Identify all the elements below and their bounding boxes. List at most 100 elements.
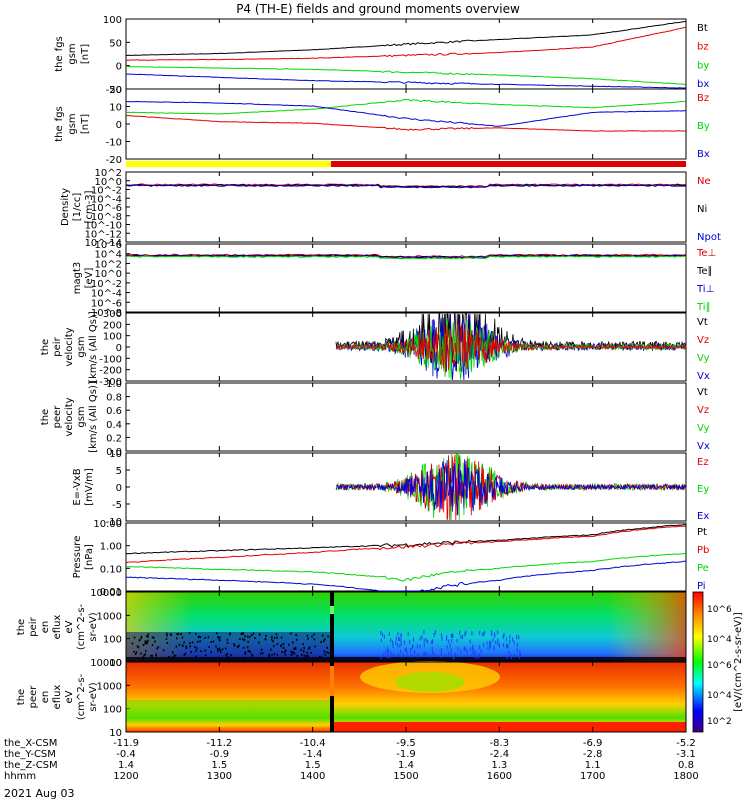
y-tick-label: -20 (106, 155, 122, 166)
spectrogram-pixel (474, 651, 476, 656)
orbit-value: 1500 (393, 771, 418, 782)
spectrogram-pixel (399, 643, 401, 648)
legend-entry: Vz (697, 405, 709, 416)
spectrogram-pixel (239, 638, 241, 640)
colorbar-tick: 10^4 (707, 635, 732, 645)
panel-ylabel: [eV] (84, 268, 95, 289)
time-axis (125, 19, 687, 732)
spectrogram-pixel (506, 655, 508, 660)
spectrogram-pixel (248, 636, 251, 638)
spectrogram-pixel (423, 638, 425, 643)
spectrogram-gap (330, 592, 334, 662)
spectrogram-pixel (320, 656, 323, 659)
spectrogram-pixel (310, 651, 312, 654)
spectrogram-pixel (146, 635, 148, 637)
spectrogram-pixel (497, 641, 499, 646)
y-tick-label: 10^-2 (91, 186, 122, 197)
series-line (335, 321, 687, 373)
spectrogram-pixel (303, 657, 305, 660)
legend-entry: Bx (697, 149, 710, 160)
spectrogram-pixel (242, 638, 244, 641)
panel-ylabel: eV (64, 620, 75, 633)
spectrogram-pixel (137, 646, 140, 649)
spectrogram-pixel (392, 640, 393, 645)
spectrogram-pixel (284, 650, 286, 653)
spectrogram-pixel (175, 645, 178, 648)
spectrogram-pixel (446, 637, 448, 641)
spectrogram-pixel (309, 646, 311, 649)
panel-ylabel: the (40, 409, 51, 425)
spectrogram-pixel (507, 644, 509, 649)
y-tick-label: 0.6 (106, 406, 122, 417)
spectrogram-pixel (283, 651, 286, 654)
spectrogram-pixel (307, 637, 309, 640)
panel-ylabel: gsm (67, 43, 78, 64)
spectrogram-pixel (519, 652, 521, 656)
spectrogram-pixel (301, 653, 303, 656)
y-tick-label: 100 (103, 15, 122, 26)
date-label: 2021 Aug 03 (4, 787, 74, 800)
series-line (125, 66, 687, 85)
spectrogram-pixel (143, 654, 145, 657)
panel-ylabel: [1/cc] (72, 193, 83, 222)
spectrogram-pixel (471, 631, 473, 636)
spectrogram-pixel (155, 653, 157, 656)
spectrogram-pixel (409, 639, 411, 644)
spectrogram-pixel (154, 640, 156, 643)
spectrogram-pixel (493, 646, 495, 651)
spectrogram-pixel (410, 653, 412, 658)
spectrogram-pixel (382, 633, 384, 637)
y-tick-label: 0.4 (106, 420, 122, 431)
spectrogram-pixel (151, 636, 154, 639)
panel-frame (125, 171, 687, 243)
y-tick-label: -10 (106, 517, 122, 528)
spectrogram-pixel (506, 644, 508, 649)
panel-ylabel: the (16, 619, 27, 635)
spectrogram-pixel (216, 648, 219, 650)
spectrogram-pixel (384, 650, 386, 655)
colorbar-tick: 10^6 (707, 605, 732, 615)
spectrogram-pixel (452, 634, 454, 639)
y-tick-label: 10 (109, 658, 122, 669)
y-tick-label: 10^0 (95, 177, 122, 188)
spectrogram-pixel (307, 654, 309, 657)
spectrogram-pixel (460, 635, 462, 639)
panel-ylabel: gsm (76, 406, 87, 427)
colorbar-scale (692, 591, 704, 733)
panel-series: 10 5 0 -5 -10 Ez Ey Ex (106, 449, 710, 528)
spectrogram-pixel (220, 651, 222, 654)
y-tick-label: 100 (103, 705, 122, 716)
spectrogram-pixel (410, 648, 412, 652)
orbit-value: -11.2 (206, 738, 232, 749)
spectrogram-pixel (196, 640, 199, 643)
y-tick-label: 10^2 (95, 168, 122, 179)
spectrogram-pixel (494, 633, 496, 638)
spectrogram-pixel (134, 653, 137, 655)
panel-ylabel: eflux (52, 685, 63, 710)
y-tick-label: 1.0 (106, 379, 122, 390)
spectrogram-pixel (145, 642, 148, 645)
panel-ylabel: en (40, 691, 51, 704)
panel-ylabel: [nT] (80, 44, 91, 64)
spectrogram-pixel (495, 640, 497, 645)
spectrogram-pixel (405, 647, 407, 652)
spectrogram-pixel (170, 634, 172, 637)
spectrogram-pixel (182, 644, 184, 647)
spectrogram-pixel (425, 638, 427, 642)
spectrogram-pixel (398, 637, 400, 641)
panel-ylabel: magt3 (72, 262, 83, 295)
spectrogram-pixel (383, 634, 385, 639)
orbit-row-label: the_Y-CSM (4, 749, 56, 760)
spectrogram-pixel (215, 645, 217, 648)
legend-entry: Pe (697, 563, 709, 574)
spectrogram-pixel (156, 647, 158, 650)
legend-entry: Ti⊥ (696, 284, 714, 295)
spectrogram-pixel (276, 653, 279, 656)
panel-ylabel: (cm^2-s- (76, 603, 87, 650)
y-tick-label: 10^4 (95, 250, 122, 261)
orbit-value: 1.5 (211, 760, 227, 771)
y-tick-label: 1000 (97, 611, 122, 622)
y-tick-label: 10^-4 (91, 194, 122, 205)
orbit-value: -2.8 (583, 749, 603, 760)
